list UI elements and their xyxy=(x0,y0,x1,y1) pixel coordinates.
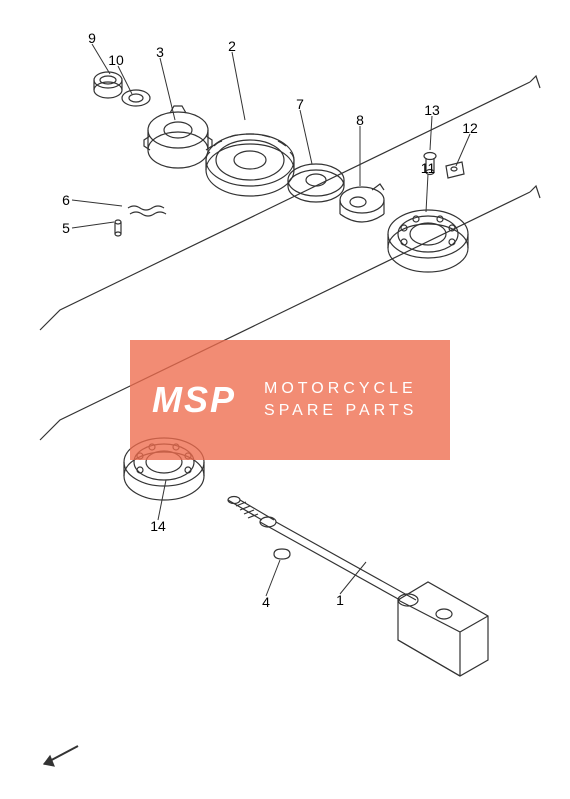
callout-6: 6 xyxy=(62,192,70,208)
callout-12: 12 xyxy=(462,120,478,136)
watermark-line1: MOTORCYCLE xyxy=(264,378,417,400)
callout-10: 10 xyxy=(108,52,124,68)
diagram-container: 9 10 3 2 7 8 13 12 11 6 5 14 4 1 MSP MOT… xyxy=(0,0,570,799)
callout-9: 9 xyxy=(88,30,96,46)
callout-14: 14 xyxy=(150,518,166,534)
callout-1: 1 xyxy=(336,592,344,608)
callout-8: 8 xyxy=(356,112,364,128)
callout-11: 11 xyxy=(421,160,436,176)
callout-13: 13 xyxy=(424,102,440,118)
callout-5: 5 xyxy=(62,220,70,236)
callout-3: 3 xyxy=(156,44,164,60)
watermark-text: MOTORCYCLE SPARE PARTS xyxy=(264,378,417,423)
callout-4: 4 xyxy=(262,594,270,610)
watermark-logo: MSP xyxy=(152,379,236,421)
watermark-line2: SPARE PARTS xyxy=(264,400,417,422)
callout-7: 7 xyxy=(296,96,304,112)
watermark-banner: MSP MOTORCYCLE SPARE PARTS xyxy=(130,340,450,460)
callout-2: 2 xyxy=(228,38,236,54)
